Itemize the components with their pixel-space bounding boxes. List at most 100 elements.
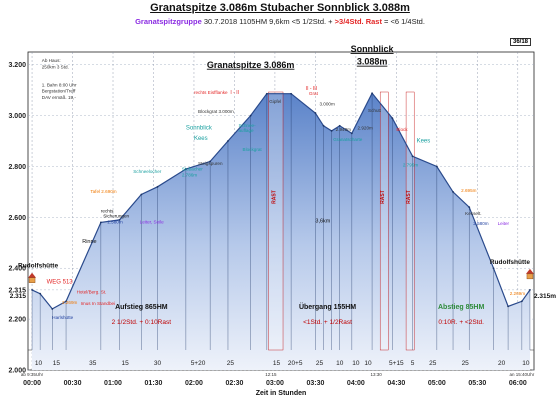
x-tick-label: 03:00 (266, 380, 284, 387)
elevation-tag: 2.315m (534, 293, 556, 300)
x-tick-label: 06:00 (509, 380, 527, 387)
route-annotation: Schneelocher (133, 169, 162, 174)
y-tick-label: 3.000 (8, 113, 26, 120)
hut-label: Rudolfshütte (18, 263, 58, 270)
chart-subtitle: Granatspitzgruppe 30.7.2018 1105HM 9,6km… (0, 17, 560, 26)
segment-minutes: 20 (498, 360, 506, 367)
route-annotation: Granatscharte (333, 137, 363, 142)
route-annotation: DAV ermäß. 19,- (42, 95, 77, 100)
profile-point (227, 140, 229, 142)
route-annotation: Schutt (368, 108, 382, 113)
route-annotation: 2.786m (182, 173, 197, 178)
section-name: Übergang 155HM (299, 302, 356, 311)
profile-point (314, 112, 317, 114)
chart-title: Granatspitze 3.086m Stubacher Sonnblick … (150, 2, 410, 14)
segment-minutes: 5+15 (389, 360, 404, 367)
profile-point (507, 305, 509, 308)
x-tick-label: 02:30 (225, 380, 243, 387)
segment-minutes: 15 (273, 360, 281, 367)
route-annotation: 2.920m (358, 126, 373, 131)
hut-icon (525, 268, 534, 274)
y-tick-label: 2.800 (8, 164, 26, 171)
route-annotation: Tafel 2.690m (90, 189, 116, 194)
route-annotation: Leiter, Seile (140, 220, 164, 225)
route-annotation: 2.695m (461, 188, 476, 193)
segment-minutes: 25 (316, 360, 324, 367)
clock-note: 13:30 (370, 372, 382, 377)
route-annotation: rechts (101, 208, 114, 213)
subtitle-group: Granatspitzgruppe (135, 17, 202, 26)
profile-point (330, 129, 333, 132)
profile-point (492, 267, 495, 270)
profile-point (265, 92, 268, 95)
subtitle-total: = <6 1/4Std. (384, 17, 425, 26)
route-annotation: 1. Bahn 8:00 Uhr (42, 82, 77, 87)
section-detail: 0:10R. + <2Std. (438, 319, 484, 326)
profile-point (290, 92, 293, 95)
route-annotation: WEG 513 (47, 280, 74, 286)
y-tick-label: 2.400 (8, 266, 26, 273)
profile-point (99, 221, 102, 224)
section-detail: 2 1/2Std. + 0:10Rast (112, 319, 172, 326)
subtitle-stats: 30.7.2018 1105HM 9,6km <5 1/2Std. + (203, 17, 333, 26)
rast-label: RAST (406, 190, 412, 204)
route-annotation: Kees (194, 136, 208, 142)
peak-label: Granatspitze 3.086m (207, 60, 295, 70)
profile-point (65, 300, 67, 303)
route-annotation: Grat (309, 91, 319, 96)
segment-minutes: 10 (522, 360, 530, 367)
route-annotation: 2.580m (107, 220, 122, 225)
y-tick-label: 2.315 (8, 287, 26, 294)
section-name: Aufstieg 865HM (115, 304, 168, 311)
route-annotation: auflage (238, 128, 254, 133)
hut-icon-body (526, 273, 534, 280)
x-tick-label: 00:00 (23, 380, 41, 387)
y-tick-label: 3.200 (8, 62, 26, 69)
profile-point (350, 132, 353, 135)
route-annotation: Gipfel (269, 99, 281, 104)
route-annotation: 2.269m (510, 291, 525, 296)
route-annotation: 2.795m (403, 162, 418, 167)
segment-minutes: 30 (154, 360, 162, 367)
profile-point (468, 206, 471, 209)
x-tick-label: 05:30 (468, 380, 486, 387)
route-annotation: Kees (417, 138, 431, 144)
x-tick-label: 03:30 (306, 380, 324, 387)
clock-note: ab 9:35Uhr (21, 372, 44, 377)
route-annotation: Stubacher (182, 166, 203, 171)
profile-point (529, 288, 531, 291)
clock-note: an 15:40Uhr (509, 372, 534, 377)
route-annotation: Kesselt. (465, 211, 481, 216)
route-annotation: Bergstation/Treff (42, 89, 76, 94)
segment-minutes: 10 (364, 360, 372, 367)
segment-minutes: 25 (462, 360, 470, 367)
x-tick-label: 01:00 (104, 380, 122, 387)
issue-badge: 36/18 (510, 38, 532, 46)
hut-icon-body (28, 277, 36, 283)
profile-point (184, 168, 187, 170)
profile-point (249, 114, 252, 117)
x-tick-label: 04:00 (347, 380, 365, 387)
rast-band (268, 91, 284, 351)
profile-point (39, 292, 42, 295)
profile-point (520, 300, 523, 303)
y-tick-label: 2.600 (8, 215, 26, 222)
profile-point (31, 288, 33, 291)
x-tick-label: 02:00 (185, 380, 203, 387)
profile-point (118, 219, 121, 221)
segment-minutes: 5 (411, 360, 415, 367)
y-tick-label: 2.200 (8, 317, 26, 324)
rast-band (405, 91, 415, 351)
route-annotation: Ab Haus: (42, 58, 61, 63)
profile-point (435, 165, 438, 168)
route-annotation: 2.269m (62, 300, 77, 305)
route-annotation: Harlshütte (52, 315, 73, 320)
route-annotation: Sonnblick (186, 126, 213, 132)
peak-label: Sonnblick (351, 44, 395, 54)
subtitle-rast: >3/4Std. Rast (334, 17, 382, 26)
profile-point (156, 185, 159, 188)
route-annotation: Sicherungen (103, 213, 129, 218)
x-tick-label: 04:30 (387, 380, 405, 387)
x-axis-label: Zeit in Stunden (256, 390, 307, 397)
